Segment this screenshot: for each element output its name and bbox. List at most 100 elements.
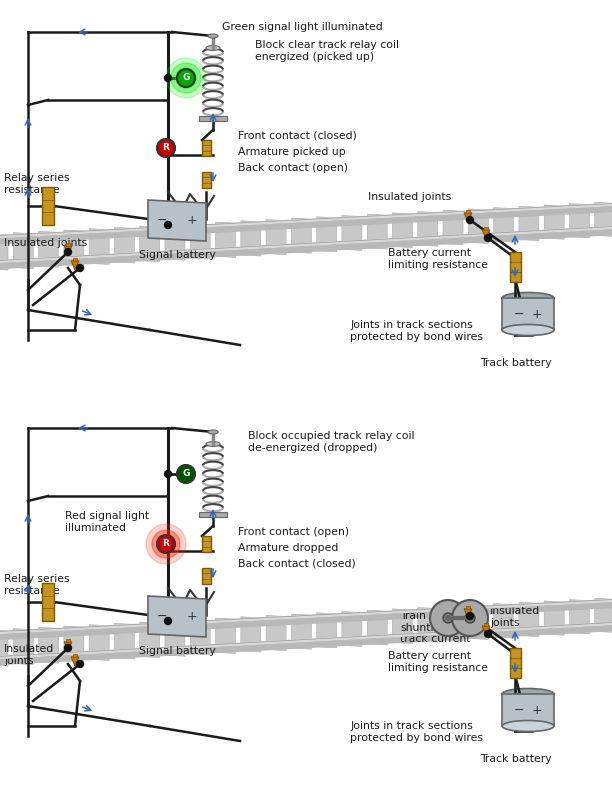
- Text: Track battery: Track battery: [480, 754, 551, 764]
- Polygon shape: [443, 606, 463, 641]
- Text: Insulated joints: Insulated joints: [4, 238, 88, 248]
- Circle shape: [146, 524, 186, 564]
- Circle shape: [177, 69, 195, 87]
- Polygon shape: [464, 609, 472, 618]
- Text: Armature picked up: Armature picked up: [238, 147, 346, 157]
- Text: Back contact (closed): Back contact (closed): [238, 559, 356, 569]
- Circle shape: [177, 465, 195, 483]
- Ellipse shape: [502, 292, 554, 303]
- Circle shape: [64, 249, 72, 256]
- Bar: [484, 623, 488, 626]
- Polygon shape: [89, 229, 109, 265]
- Text: −: −: [513, 307, 524, 321]
- Text: Back contact (open): Back contact (open): [238, 163, 348, 173]
- Polygon shape: [342, 611, 362, 646]
- Circle shape: [165, 74, 171, 82]
- Polygon shape: [367, 610, 387, 645]
- Ellipse shape: [443, 613, 453, 623]
- Polygon shape: [140, 622, 160, 657]
- Circle shape: [466, 216, 474, 223]
- Polygon shape: [0, 630, 8, 666]
- Text: R: R: [163, 143, 170, 153]
- Polygon shape: [190, 619, 211, 655]
- Text: Insulated
joints: Insulated joints: [490, 606, 540, 627]
- Text: −: −: [513, 703, 524, 717]
- Bar: [202, 568, 211, 584]
- Polygon shape: [544, 601, 564, 635]
- Circle shape: [165, 222, 171, 229]
- Polygon shape: [241, 221, 261, 256]
- Polygon shape: [165, 621, 185, 657]
- Polygon shape: [544, 205, 564, 239]
- Text: Relay series
resistance: Relay series resistance: [4, 173, 70, 195]
- Text: Front contact (closed): Front contact (closed): [238, 131, 357, 141]
- Bar: [199, 512, 227, 517]
- Text: G: G: [182, 74, 190, 82]
- Text: Battery current
limiting resistance: Battery current limiting resistance: [388, 651, 488, 672]
- Polygon shape: [114, 623, 135, 659]
- Polygon shape: [468, 209, 488, 243]
- Ellipse shape: [208, 430, 218, 434]
- Ellipse shape: [206, 441, 220, 447]
- Polygon shape: [494, 208, 513, 242]
- Polygon shape: [266, 615, 286, 650]
- Polygon shape: [519, 602, 539, 637]
- Circle shape: [176, 68, 196, 88]
- Polygon shape: [482, 230, 490, 239]
- Polygon shape: [13, 629, 33, 664]
- Text: Joints in track sections
protected by bond wires: Joints in track sections protected by bo…: [350, 721, 483, 743]
- Text: +: +: [187, 611, 197, 623]
- Bar: [466, 606, 470, 609]
- Text: Insulated joints: Insulated joints: [368, 192, 451, 202]
- Text: Block clear track relay coil
energized (picked up): Block clear track relay coil energized (…: [255, 40, 399, 62]
- Polygon shape: [494, 604, 513, 638]
- Polygon shape: [215, 618, 236, 653]
- Ellipse shape: [502, 721, 554, 732]
- Circle shape: [165, 470, 171, 478]
- Polygon shape: [64, 230, 84, 266]
- Text: Red signal light
illuminated: Red signal light illuminated: [65, 511, 149, 532]
- Polygon shape: [165, 225, 185, 261]
- Bar: [73, 258, 77, 261]
- Bar: [66, 243, 70, 246]
- Polygon shape: [114, 227, 135, 263]
- Circle shape: [152, 530, 180, 558]
- Text: Battery current
limiting resistance: Battery current limiting resistance: [388, 248, 488, 269]
- Polygon shape: [569, 600, 589, 634]
- Text: R: R: [163, 539, 170, 549]
- Polygon shape: [482, 626, 490, 635]
- Polygon shape: [367, 214, 387, 249]
- Polygon shape: [266, 219, 286, 254]
- Ellipse shape: [502, 688, 554, 699]
- Polygon shape: [418, 211, 438, 246]
- Circle shape: [165, 618, 171, 625]
- Polygon shape: [64, 626, 84, 662]
- Polygon shape: [39, 627, 59, 663]
- Ellipse shape: [465, 613, 475, 623]
- Bar: [502, 694, 554, 726]
- Polygon shape: [64, 246, 72, 255]
- Polygon shape: [71, 261, 79, 270]
- Text: Insulated
joints: Insulated joints: [4, 644, 54, 665]
- Polygon shape: [64, 642, 72, 651]
- Bar: [202, 140, 211, 156]
- Bar: [42, 583, 54, 621]
- Polygon shape: [13, 233, 33, 268]
- Text: +: +: [532, 307, 542, 321]
- Text: Relay series
resistance: Relay series resistance: [4, 574, 70, 596]
- Ellipse shape: [430, 600, 466, 636]
- Polygon shape: [418, 607, 438, 642]
- Polygon shape: [519, 206, 539, 241]
- Polygon shape: [148, 200, 206, 241]
- Circle shape: [485, 234, 491, 242]
- Ellipse shape: [208, 34, 218, 38]
- Circle shape: [166, 58, 206, 98]
- Text: Signal battery: Signal battery: [139, 646, 215, 656]
- Polygon shape: [215, 222, 236, 257]
- Polygon shape: [468, 605, 488, 639]
- Polygon shape: [569, 204, 589, 238]
- Polygon shape: [464, 213, 472, 222]
- Text: Block occupied track relay coil
de-energized (dropped): Block occupied track relay coil de-energ…: [248, 431, 414, 452]
- Text: G: G: [182, 470, 190, 478]
- Polygon shape: [595, 598, 612, 632]
